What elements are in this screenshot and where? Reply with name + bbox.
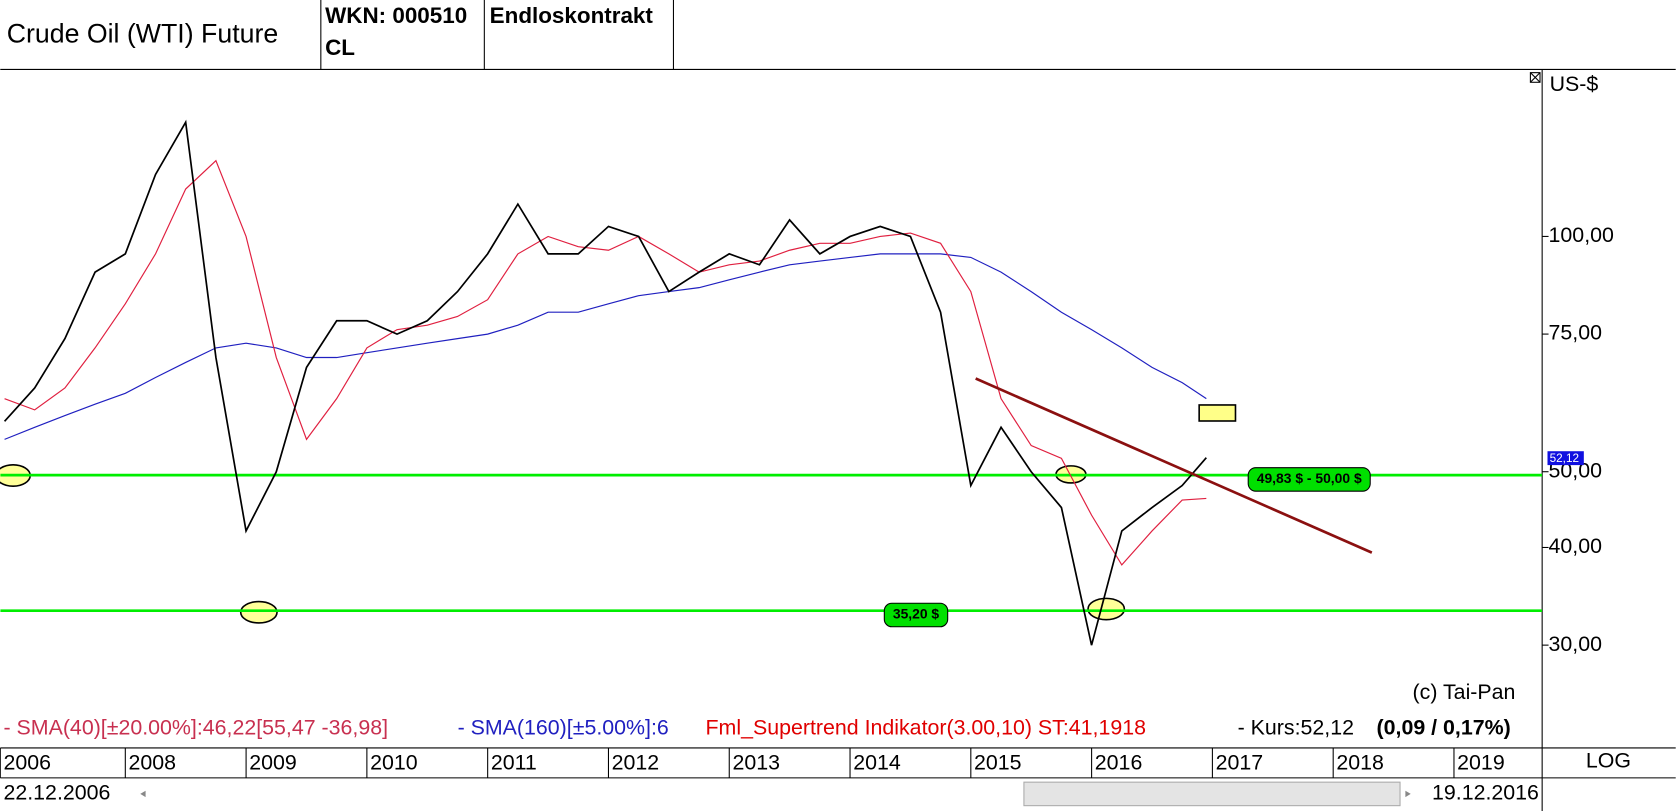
legend-item: (0,09 / 0,17%): [1377, 715, 1511, 739]
x-tick-label: 2016: [1095, 751, 1143, 775]
scrollbar[interactable]: [140, 781, 1411, 807]
x-tick-label: 2006: [3, 751, 51, 775]
annotation: 35,20 $: [883, 602, 949, 628]
trend-line: [975, 377, 1373, 554]
symbol: CL: [325, 35, 355, 60]
x-tick-label: 2017: [1216, 751, 1264, 775]
annotation: 49,83 $ - 50,00 $: [1247, 467, 1371, 492]
y-tick-label: 40,00: [1549, 534, 1603, 558]
start-date: 22.12.2006: [3, 781, 110, 805]
annotation-box: [1247, 467, 1371, 492]
x-tick-label: 2018: [1336, 751, 1384, 775]
annotation-label: 35,20 $: [893, 606, 940, 622]
legend-item: - SMA(160)[±5.00%]:6: [458, 715, 669, 739]
legend-item: - Kurs:52,12: [1238, 715, 1354, 739]
y-unit: US-$: [1550, 72, 1599, 96]
x-tick-label: 2010: [370, 751, 418, 775]
annotation-label: 49,83 $ - 50,00 $: [1257, 470, 1362, 486]
x-tick-label: 2015: [974, 751, 1022, 775]
annotation-box: [883, 602, 949, 628]
y-tick-label: 100,00: [1549, 223, 1614, 247]
x-tick-label: 2019: [1457, 751, 1505, 775]
x-tick-label: 2013: [732, 751, 780, 775]
x-tick-label: 2012: [612, 751, 660, 775]
x-tick-label: 2009: [249, 751, 297, 775]
series-line: [3, 119, 1207, 646]
price-tag: 52,12: [1547, 451, 1584, 466]
copyright: (c) Tai-Pan: [1413, 680, 1516, 704]
legend-item: - SMA(40)[±20.00%]:46,22[55,47 -36,98]: [3, 715, 388, 739]
instrument-title: Crude Oil (WTI) Future: [7, 18, 279, 48]
x-tick-label: 2008: [129, 751, 177, 775]
contract: Endloskontrakt: [490, 3, 654, 28]
scale-label: LOG: [1586, 748, 1631, 772]
legend-mask: [703, 713, 1238, 742]
price-tag-box: [1547, 451, 1584, 466]
x-tick-label: 2014: [853, 751, 901, 775]
series-line: [4, 253, 1207, 440]
end-date: 19.12.2016: [1432, 781, 1539, 805]
wkn: WKN: 000510: [325, 3, 467, 28]
legend-item: Fml_Supertrend Indikator(3.00,10) ST:41,…: [706, 715, 1147, 739]
price-tag-label: 52,12: [1550, 452, 1579, 465]
frame: [0, 69, 1676, 811]
plot-area: [0, 119, 1543, 646]
header: [0, 0, 1676, 70]
y-tick-label: 30,00: [1549, 632, 1603, 656]
series-line: [4, 159, 1207, 566]
x-tick-label: 2011: [491, 751, 537, 775]
y-tick-label: 75,00: [1549, 321, 1603, 345]
